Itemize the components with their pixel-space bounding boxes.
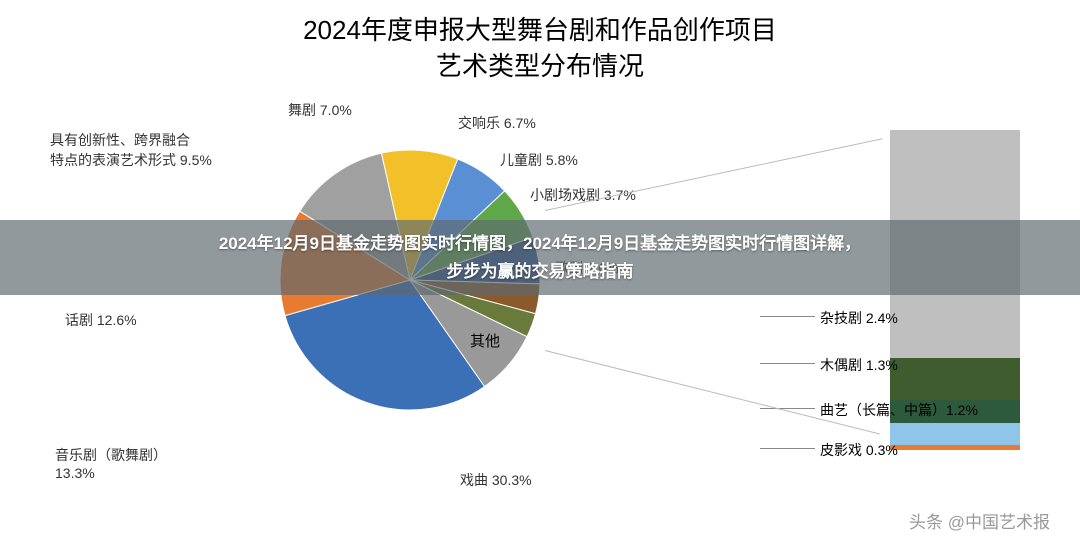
bar-label: 木偶剧 1.3% <box>820 355 1080 375</box>
chart-area: 舞剧 7.0%交响乐 6.7%儿童剧 5.8%小剧场戏剧 3.7%具有创新性、跨… <box>0 100 1080 520</box>
pie-label: 交响乐 6.7% <box>458 113 536 133</box>
bar-label: 曲艺（长篇、中篇）1.2% <box>820 400 1080 420</box>
pie-label: 戏曲 30.3% <box>460 470 532 490</box>
pie-label: 13.3% <box>55 465 95 481</box>
pie-label: 舞剧 7.0% <box>288 100 352 120</box>
pie-label: 话剧 12.6% <box>65 310 137 330</box>
overlay-banner: 2024年12月9日基金走势图实时行情图，2024年12月9日基金走势图实时行情… <box>0 220 1080 295</box>
title-line1: 2024年度申报大型舞台剧和作品创作项目 <box>0 12 1080 48</box>
pie-label: 音乐剧（歌舞剧） <box>55 445 167 465</box>
title-line2: 艺术类型分布情况 <box>0 48 1080 84</box>
overlay-text: 2024年12月9日基金走势图实时行情图，2024年12月9日基金走势图实时行情… <box>219 230 861 284</box>
pie-label: 儿童剧 5.8% <box>500 150 578 170</box>
watermark: 头条 @中国艺术报 <box>909 508 1050 533</box>
chart-title: 2024年度申报大型舞台剧和作品创作项目 艺术类型分布情况 <box>0 0 1080 85</box>
pie-label: 具有创新性、跨界融合 <box>50 130 190 150</box>
bar-label: 皮影戏 0.3% <box>820 440 1080 460</box>
other-label: 其他 <box>470 330 500 351</box>
pie-label: 特点的表演艺术形式 9.5% <box>50 150 212 170</box>
bar-label: 杂技剧 2.4% <box>820 308 1080 328</box>
